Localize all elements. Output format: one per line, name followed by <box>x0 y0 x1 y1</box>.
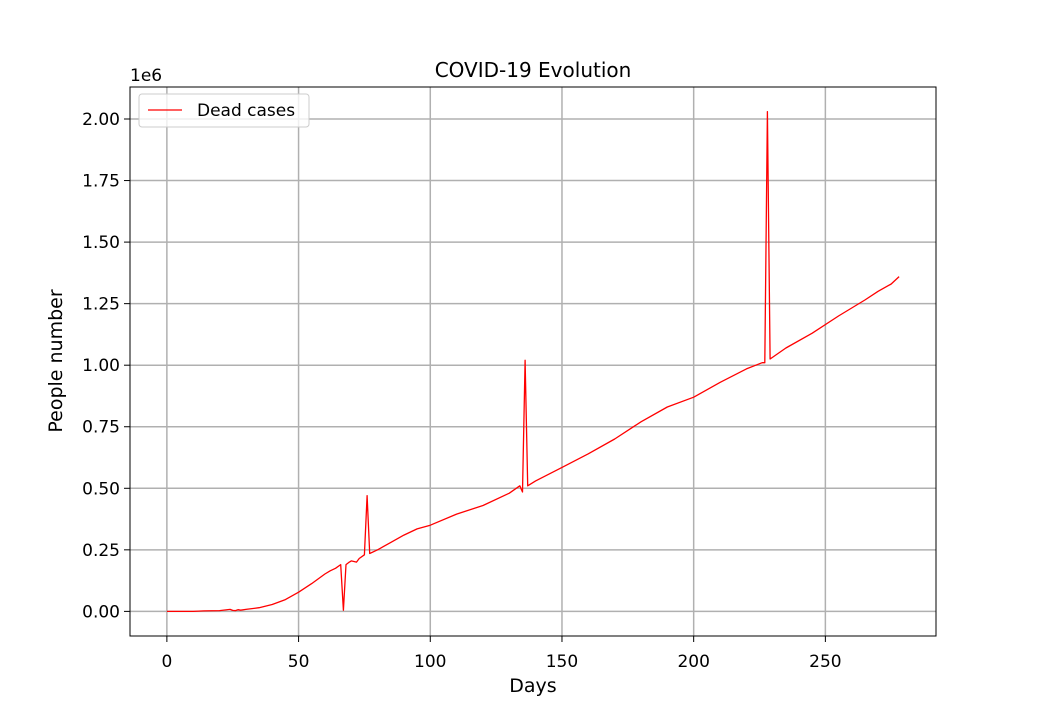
y-axis: 0.00 0.25 0.50 0.75 1.00 1.25 1.50 1.75 2.00 <box>82 110 130 622</box>
legend-box <box>138 93 310 128</box>
x-axis: 0 50 100 150 200 250 <box>161 636 842 672</box>
y-axis-title: People number <box>45 289 67 433</box>
y-tick-label: 0.00 <box>82 602 120 622</box>
plot-area-frame <box>129 86 937 637</box>
y-offset-label: 1e6 <box>130 66 162 86</box>
x-axis-title: Days <box>509 675 556 697</box>
series-line-dead-cases <box>166 110 900 613</box>
x-tick-label: 100 <box>414 652 446 672</box>
y-tick-label: 1.50 <box>82 233 120 253</box>
y-tick-label: 0.50 <box>82 479 120 499</box>
series-layer <box>166 110 900 613</box>
legend-label: Dead cases <box>197 101 295 121</box>
y-tick-label: 2.00 <box>82 110 120 130</box>
y-tick-label: 1.75 <box>82 172 120 192</box>
x-tick-label: 250 <box>809 652 841 672</box>
x-tick-label: 150 <box>546 652 578 672</box>
y-tick-label: 0.25 <box>82 541 120 561</box>
x-tick-label: 0 <box>161 652 172 672</box>
y-tick-label: 1.00 <box>82 356 120 376</box>
x-tick-label: 200 <box>677 652 709 672</box>
grid <box>130 87 936 636</box>
legend: Dead cases <box>138 93 310 128</box>
y-tick-label: 0.75 <box>82 418 120 438</box>
y-tick-label: 1.25 <box>82 295 120 315</box>
x-tick-label: 50 <box>288 652 310 672</box>
chart-title: COVID-19 Evolution <box>435 58 632 82</box>
